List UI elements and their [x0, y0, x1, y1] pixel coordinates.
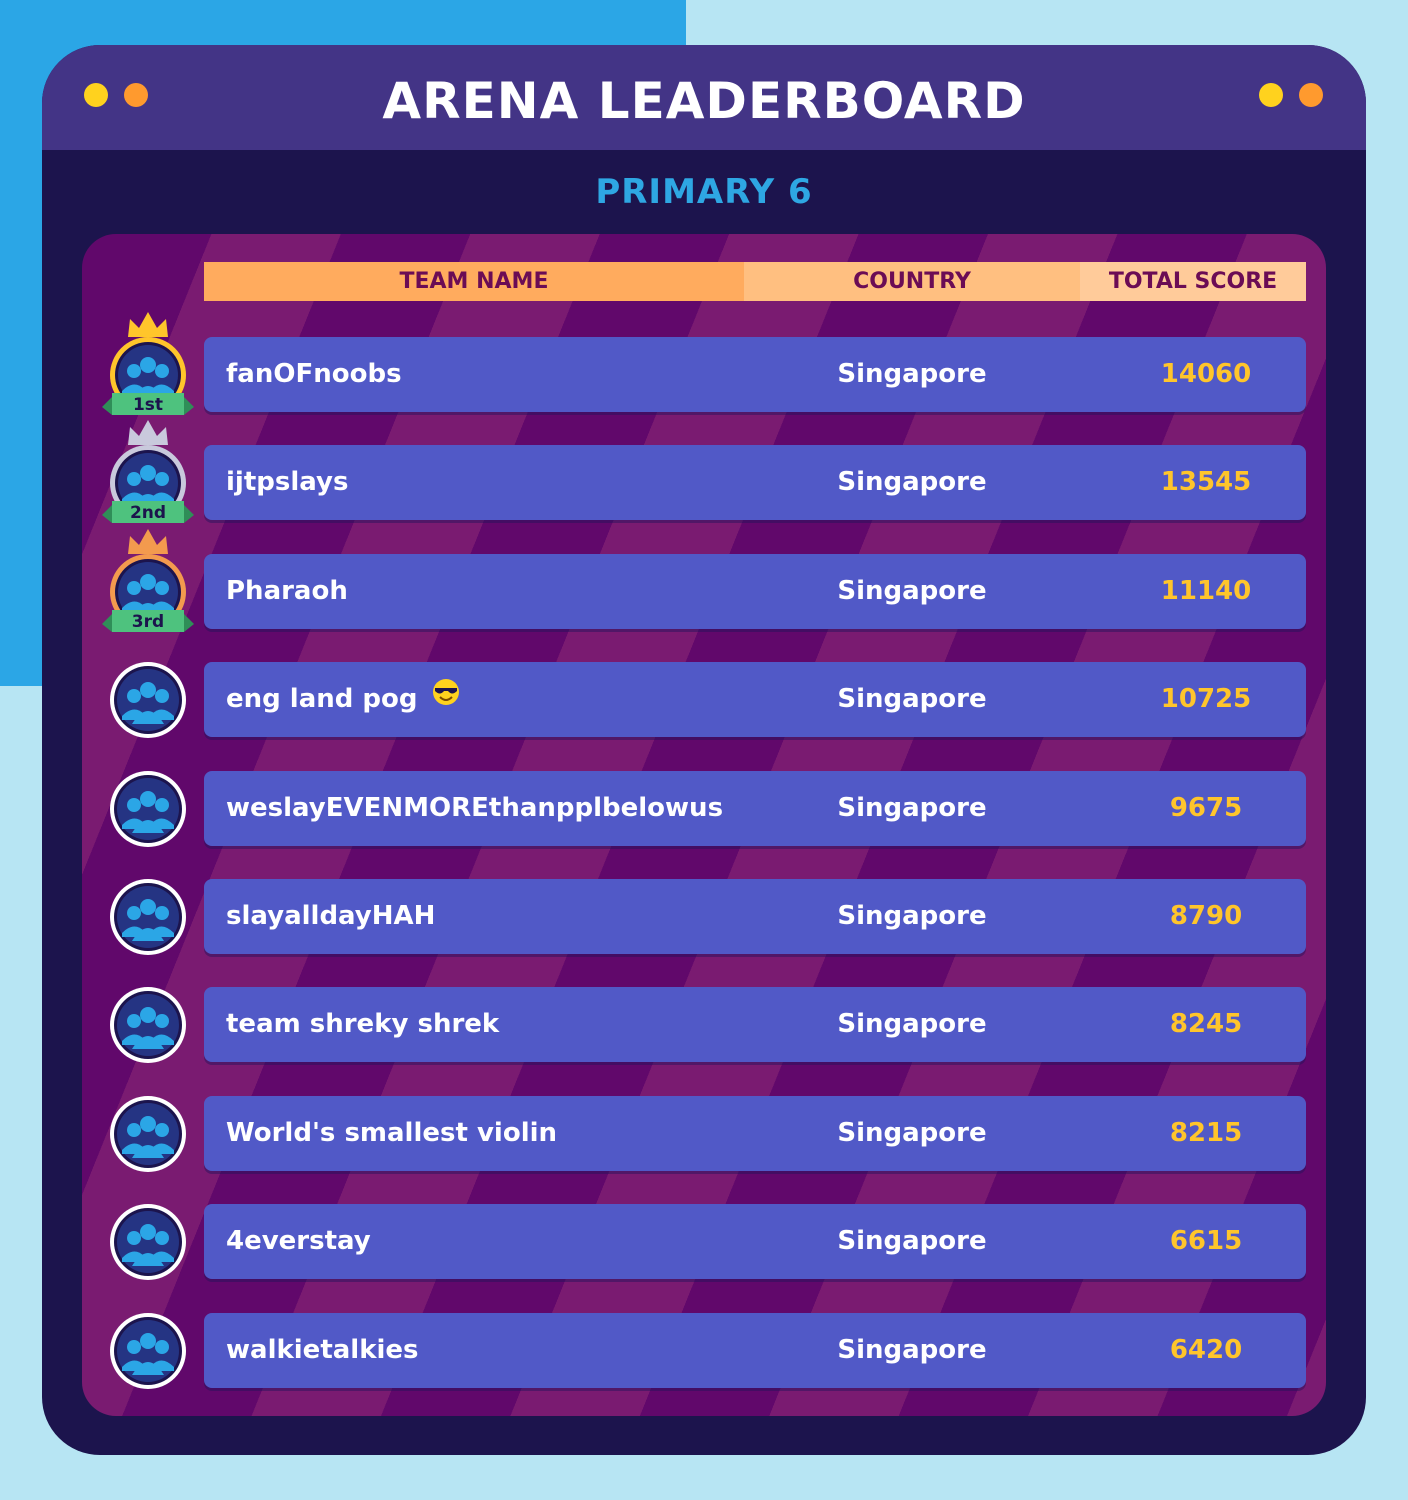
team-score: 8245 — [1169, 1009, 1243, 1039]
team-country: Singapore — [837, 359, 987, 389]
team-name: World's smallest violin — [226, 1096, 557, 1171]
window-dot-icon — [1259, 83, 1283, 107]
leaderboard-row[interactable]: 4everstay Singapore 6615 — [204, 1204, 1306, 1279]
team-country: Singapore — [837, 901, 987, 931]
team-name: 4everstay — [226, 1204, 371, 1279]
leaderboard-window: ARENA LEADERBOARD PRIMARY 6 TEAM NAME CO… — [42, 45, 1366, 1455]
team-name-text: walkietalkies — [226, 1335, 419, 1365]
team-score: 8790 — [1169, 901, 1243, 931]
team-country: Singapore — [837, 1226, 987, 1256]
page-title: ARENA LEADERBOARD — [382, 72, 1026, 130]
team-country: Singapore — [837, 467, 987, 497]
team-avatar — [102, 1174, 194, 1294]
rank-label: 2nd — [130, 503, 166, 523]
team-score: 14060 — [1160, 359, 1252, 389]
team-avatar-icon — [110, 1096, 186, 1172]
page-subtitle: PRIMARY 6 — [595, 172, 813, 212]
team-avatar-icon — [110, 1204, 186, 1280]
team-score: 8215 — [1169, 1118, 1243, 1148]
team-name: Pharaoh — [226, 554, 348, 629]
team-country: Singapore — [837, 1335, 987, 1365]
rank-medal-badge: 1st — [102, 307, 194, 427]
leaderboard-row[interactable]: weslayEVENMOREthanpplbelowus Singapore 967… — [204, 771, 1306, 846]
team-name: team shreky shrek — [226, 987, 499, 1062]
team-avatar — [102, 957, 194, 1077]
team-avatar-icon — [110, 987, 186, 1063]
rank-label: 3rd — [132, 612, 164, 632]
team-name: ijtpslays — [226, 445, 348, 520]
leaderboard-row[interactable]: World's smallest violin Singapore 8215 — [204, 1096, 1306, 1171]
team-avatar-icon — [110, 662, 186, 738]
title-bar: ARENA LEADERBOARD — [42, 45, 1366, 150]
sunglasses-emoji-icon — [431, 662, 461, 737]
team-name-text: 4everstay — [226, 1226, 371, 1256]
team-name-text: team shreky shrek — [226, 1009, 500, 1039]
team-score: 13545 — [1160, 467, 1252, 497]
team-country: Singapore — [837, 576, 987, 606]
team-name: eng land pog — [226, 662, 461, 737]
column-header-country: COUNTRY — [744, 262, 1080, 301]
window-dot-icon — [124, 83, 148, 107]
leaderboard-row[interactable]: Pharaoh Singapore 11140 — [204, 554, 1306, 629]
team-avatar — [102, 1283, 194, 1403]
team-name: slayalldayHAH — [226, 879, 435, 954]
team-score: 6615 — [1169, 1226, 1243, 1256]
team-score: 10725 — [1160, 684, 1252, 714]
team-name-text: fanOFnoobs — [226, 359, 402, 389]
team-name: fanOFnoobs — [226, 337, 402, 412]
team-name: weslayEVENMOREthanpplbelowus — [226, 771, 723, 846]
leaderboard-row[interactable]: eng land pog Singapore 10725 — [204, 662, 1306, 737]
team-avatar — [102, 1066, 194, 1186]
team-name-text: ijtpslays — [226, 467, 349, 497]
team-avatar-icon — [110, 771, 186, 847]
team-avatar — [102, 632, 194, 752]
leaderboard-row[interactable]: fanOFnoobs Singapore 14060 — [204, 337, 1306, 412]
gold-crown-medal-icon: 1st — [102, 312, 194, 415]
team-name-text: Pharaoh — [226, 576, 348, 606]
leaderboard-row[interactable]: team shreky shrek Singapore 8245 — [204, 987, 1306, 1062]
team-country: Singapore — [837, 684, 987, 714]
bronze-crown-medal-icon: 3rd — [102, 529, 194, 632]
team-country: Singapore — [837, 793, 987, 823]
window-dot-icon — [1299, 83, 1323, 107]
column-header-team: TEAM NAME — [204, 262, 744, 301]
leaderboard-table: TEAM NAME COUNTRY TOTAL SCORE 1st fanOFn… — [82, 234, 1326, 1416]
team-name-text: slayalldayHAH — [226, 901, 436, 931]
team-score: 11140 — [1160, 576, 1252, 606]
team-name-text: World's smallest violin — [226, 1118, 558, 1148]
column-header-score: TOTAL SCORE — [1080, 262, 1306, 301]
leaderboard-row[interactable]: walkietalkies Singapore 6420 — [204, 1313, 1306, 1388]
silver-crown-medal-icon: 2nd — [102, 420, 194, 523]
team-country: Singapore — [837, 1118, 987, 1148]
team-avatar — [102, 741, 194, 861]
team-avatar-icon — [110, 1313, 186, 1389]
team-score: 9675 — [1169, 793, 1243, 823]
team-avatar — [102, 849, 194, 969]
team-avatar-icon — [110, 879, 186, 955]
leaderboard-row[interactable]: slayalldayHAH Singapore 8790 — [204, 879, 1306, 954]
rank-medal-badge: 2nd — [102, 415, 194, 535]
team-name-text: eng land pog — [226, 684, 418, 714]
team-name: walkietalkies — [226, 1313, 419, 1388]
team-score: 6420 — [1169, 1335, 1243, 1365]
team-name-text: weslayEVENMOREthanpplbelowus — [226, 793, 724, 823]
team-country: Singapore — [837, 1009, 987, 1039]
leaderboard-row[interactable]: ijtpslays Singapore 13545 — [204, 445, 1306, 520]
window-dot-icon — [84, 83, 108, 107]
rank-medal-badge: 3rd — [102, 524, 194, 644]
rank-label: 1st — [133, 395, 163, 415]
